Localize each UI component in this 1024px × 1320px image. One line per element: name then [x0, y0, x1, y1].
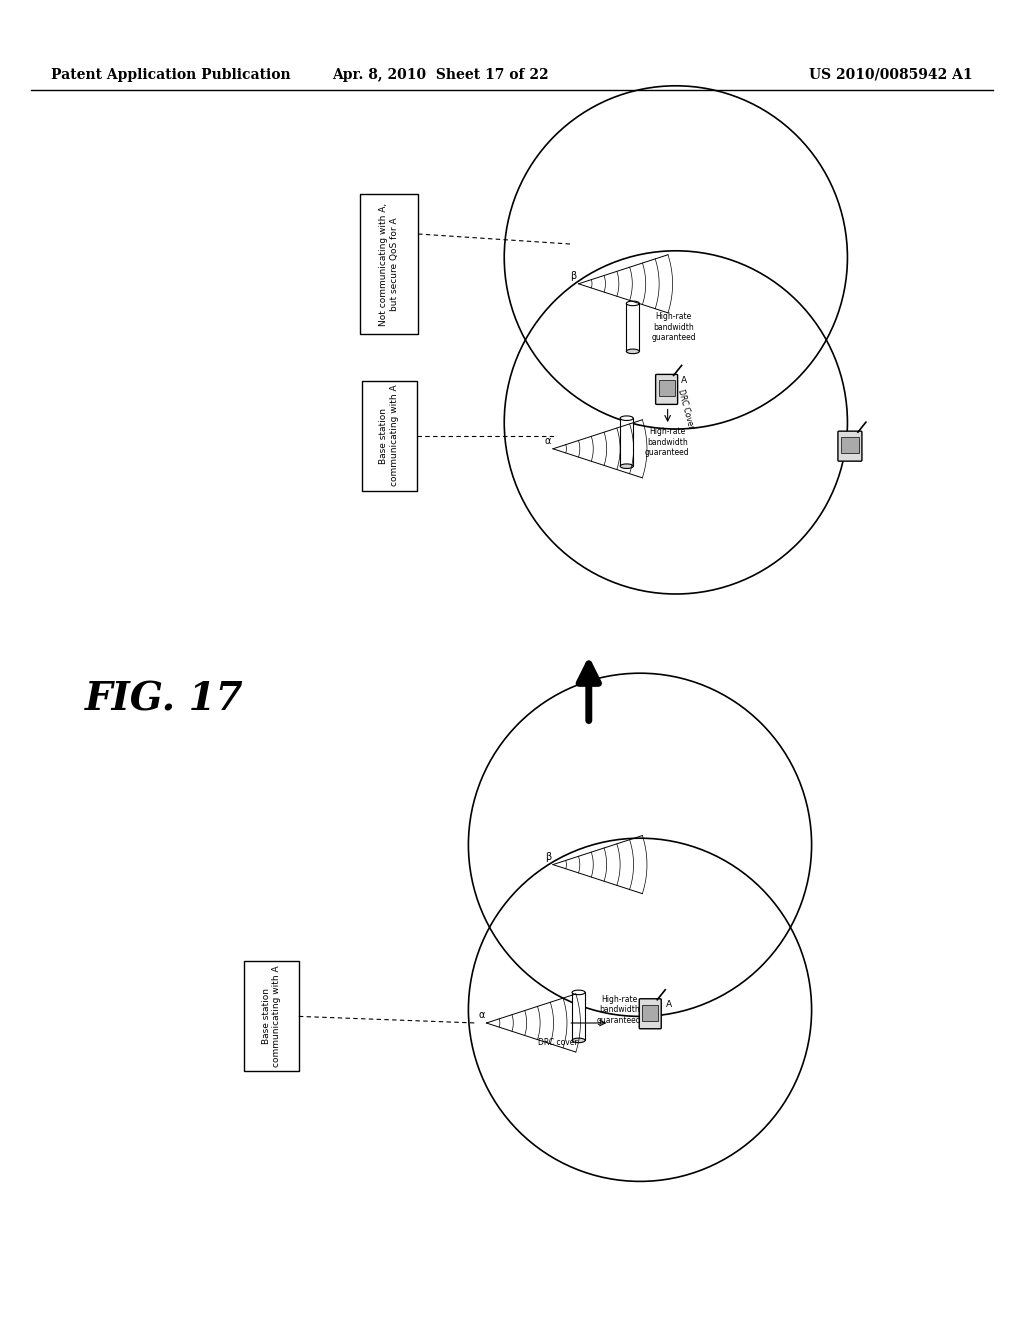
Text: α: α: [478, 1010, 484, 1020]
Text: Not communicating with A,
but secure QoS for A: Not communicating with A, but secure QoS…: [380, 202, 398, 326]
Text: A: A: [666, 1001, 672, 1010]
Text: β: β: [570, 271, 577, 281]
Ellipse shape: [627, 301, 639, 306]
Text: α: α: [545, 436, 551, 446]
FancyBboxPatch shape: [838, 432, 862, 461]
Text: DRC cover: DRC cover: [539, 1039, 578, 1047]
Ellipse shape: [572, 990, 585, 995]
FancyBboxPatch shape: [639, 999, 662, 1028]
Bar: [244, 961, 299, 1072]
Text: DRC Cover: DRC Cover: [676, 388, 695, 430]
FancyBboxPatch shape: [655, 375, 678, 404]
Bar: [658, 380, 675, 396]
Text: Base station
communicating with A: Base station communicating with A: [262, 966, 281, 1067]
Bar: [361, 380, 417, 491]
Text: FIG. 17: FIG. 17: [85, 681, 243, 718]
Text: β: β: [545, 851, 551, 862]
Bar: [360, 194, 418, 334]
Text: Apr. 8, 2010  Sheet 17 of 22: Apr. 8, 2010 Sheet 17 of 22: [332, 69, 549, 82]
Text: Patent Application Publication: Patent Application Publication: [51, 69, 291, 82]
Text: High-rate
bandwidth
guaranteed: High-rate bandwidth guaranteed: [645, 428, 690, 457]
Ellipse shape: [627, 348, 639, 354]
Bar: [572, 993, 585, 1040]
Ellipse shape: [572, 1038, 585, 1043]
Text: US 2010/0085942 A1: US 2010/0085942 A1: [809, 69, 973, 82]
Text: High-rate
bandwidth
guaranteed: High-rate bandwidth guaranteed: [651, 313, 696, 342]
Text: Base station
communicating with A: Base station communicating with A: [380, 385, 398, 486]
Text: A: A: [681, 376, 687, 385]
Bar: [642, 1005, 658, 1020]
Bar: [621, 418, 633, 466]
Bar: [627, 304, 639, 351]
Text: High-rate
bandwidth
guaranteed: High-rate bandwidth guaranteed: [597, 995, 642, 1024]
Ellipse shape: [621, 463, 633, 469]
Ellipse shape: [621, 416, 633, 421]
Bar: [841, 437, 859, 453]
